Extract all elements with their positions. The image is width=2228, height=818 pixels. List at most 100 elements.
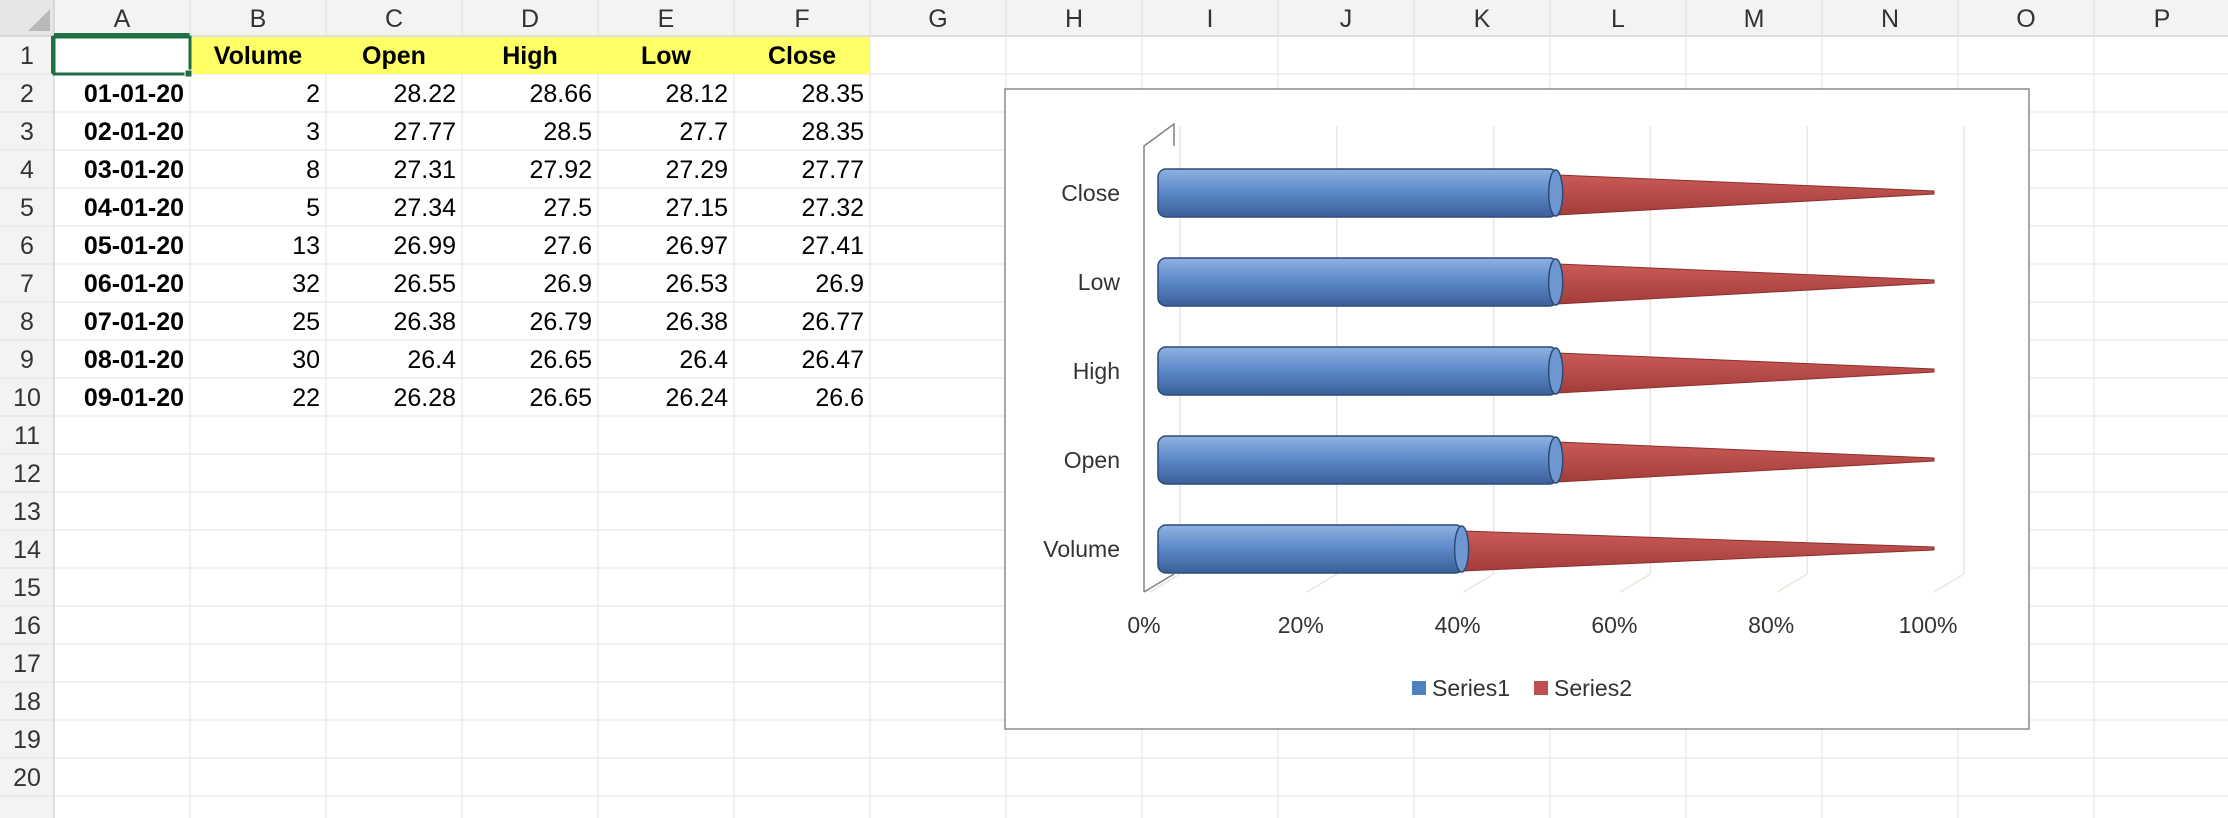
- number-cell[interactable]: 28.22: [393, 80, 456, 108]
- column-header-g[interactable]: G: [928, 5, 947, 33]
- bar-series1-open[interactable]: [1157, 435, 1559, 485]
- column-header-k[interactable]: K: [1474, 5, 1491, 33]
- column-header-p[interactable]: P: [2154, 5, 2171, 33]
- row-header-17[interactable]: 17: [13, 650, 41, 678]
- number-cell[interactable]: 26.65: [529, 346, 592, 374]
- date-cell[interactable]: 05-01-20: [84, 232, 184, 260]
- column-header-m[interactable]: M: [1744, 5, 1765, 33]
- header-cell-low[interactable]: Low: [641, 42, 692, 70]
- number-cell[interactable]: 27.77: [801, 156, 864, 184]
- row-header-3[interactable]: 3: [20, 118, 34, 146]
- column-header-j[interactable]: J: [1340, 5, 1353, 33]
- column-header-d[interactable]: D: [521, 5, 539, 33]
- row-header-2[interactable]: 2: [20, 80, 34, 108]
- row-header-13[interactable]: 13: [13, 498, 41, 526]
- column-header-f[interactable]: F: [794, 5, 809, 33]
- number-cell[interactable]: 26.4: [679, 346, 728, 374]
- row-header-5[interactable]: 5: [20, 194, 34, 222]
- date-cell[interactable]: 02-01-20: [84, 118, 184, 146]
- number-cell[interactable]: 27.31: [393, 156, 456, 184]
- number-cell[interactable]: 5: [306, 194, 320, 222]
- date-cell[interactable]: 06-01-20: [84, 270, 184, 298]
- number-cell[interactable]: 3: [306, 118, 320, 146]
- column-header-b[interactable]: B: [250, 5, 267, 33]
- number-cell[interactable]: 26.47: [801, 346, 864, 374]
- number-cell[interactable]: 26.9: [543, 270, 592, 298]
- number-cell[interactable]: 22: [292, 384, 320, 412]
- date-cell[interactable]: 04-01-20: [84, 194, 184, 222]
- active-cell-A1[interactable]: [52, 35, 192, 76]
- date-cell[interactable]: 03-01-20: [84, 156, 184, 184]
- number-cell[interactable]: 28.35: [801, 80, 864, 108]
- row-header-6[interactable]: 6: [20, 232, 34, 260]
- row-header-15[interactable]: 15: [13, 574, 41, 602]
- legend-label-series1[interactable]: Series1: [1432, 675, 1510, 701]
- column-header-a[interactable]: A: [114, 5, 131, 33]
- number-cell[interactable]: 26.38: [393, 308, 456, 336]
- number-cell[interactable]: 26.4: [407, 346, 456, 374]
- number-cell[interactable]: 27.29: [665, 156, 728, 184]
- row-header-12[interactable]: 12: [13, 460, 41, 488]
- row-header-20[interactable]: 20: [13, 764, 41, 792]
- legend-label-series2[interactable]: Series2: [1554, 675, 1632, 701]
- number-cell[interactable]: 2: [306, 80, 320, 108]
- row-header-19[interactable]: 19: [13, 726, 41, 754]
- number-cell[interactable]: 27.41: [801, 232, 864, 260]
- number-cell[interactable]: 26.28: [393, 384, 456, 412]
- row-header-8[interactable]: 8: [20, 308, 34, 336]
- column-header-i[interactable]: I: [1207, 5, 1214, 33]
- number-cell[interactable]: 26.55: [393, 270, 456, 298]
- number-cell[interactable]: 27.32: [801, 194, 864, 222]
- number-cell[interactable]: 26.79: [529, 308, 592, 336]
- number-cell[interactable]: 28.66: [529, 80, 592, 108]
- date-cell[interactable]: 09-01-20: [84, 384, 184, 412]
- number-cell[interactable]: 30: [292, 346, 320, 374]
- number-cell[interactable]: 27.6: [543, 232, 592, 260]
- row-header-16[interactable]: 16: [13, 612, 41, 640]
- row-header-14[interactable]: 14: [13, 536, 41, 564]
- column-headers[interactable]: A B C D E F G H I J K L M N O P: [114, 5, 2171, 33]
- number-cell[interactable]: 28.5: [543, 118, 592, 146]
- column-header-l[interactable]: L: [1611, 5, 1625, 33]
- bar-series1-high[interactable]: [1157, 346, 1559, 396]
- number-cell[interactable]: 26.97: [665, 232, 728, 260]
- chart-legend[interactable]: Series1 Series2: [1412, 675, 1632, 701]
- header-cell-high[interactable]: High: [502, 42, 558, 70]
- number-cell[interactable]: 13: [292, 232, 320, 260]
- row-header-9[interactable]: 9: [20, 346, 34, 374]
- header-cell-volume[interactable]: Volume: [214, 42, 303, 70]
- chart[interactable]: Volume Open High Low Close 0% 20% 40% 60% 80% 100…: [1004, 88, 2030, 730]
- number-cell[interactable]: 27.92: [529, 156, 592, 184]
- number-cell[interactable]: 26.24: [665, 384, 728, 412]
- column-header-n[interactable]: N: [1881, 5, 1899, 33]
- number-cell[interactable]: 32: [292, 270, 320, 298]
- fill-handle[interactable]: [184, 69, 193, 78]
- number-cell[interactable]: 27.7: [679, 118, 728, 146]
- number-cell[interactable]: 27.15: [665, 194, 728, 222]
- column-header-c[interactable]: C: [385, 5, 403, 33]
- number-cell[interactable]: 28.35: [801, 118, 864, 146]
- bar-series1-close[interactable]: [1157, 168, 1559, 218]
- number-cell[interactable]: 26.65: [529, 384, 592, 412]
- column-header-h[interactable]: H: [1065, 5, 1083, 33]
- bar-series1-low[interactable]: [1157, 257, 1559, 307]
- row-header-10[interactable]: 10: [13, 384, 41, 412]
- number-cell[interactable]: 26.77: [801, 308, 864, 336]
- column-header-e[interactable]: E: [658, 5, 675, 33]
- number-cell[interactable]: 26.53: [665, 270, 728, 298]
- bar-series1-volume[interactable]: [1157, 524, 1465, 574]
- number-cell[interactable]: 8: [306, 156, 320, 184]
- number-cell[interactable]: 27.77: [393, 118, 456, 146]
- number-cell[interactable]: 27.5: [543, 194, 592, 222]
- number-cell[interactable]: 26.99: [393, 232, 456, 260]
- number-cell[interactable]: 28.12: [665, 80, 728, 108]
- row-header-11[interactable]: 11: [14, 422, 40, 450]
- date-cell[interactable]: 08-01-20: [84, 346, 184, 374]
- row-header-7[interactable]: 7: [20, 270, 34, 298]
- number-cell[interactable]: 25: [292, 308, 320, 336]
- row-header-4[interactable]: 4: [20, 156, 34, 184]
- number-cell[interactable]: 26.6: [815, 384, 864, 412]
- number-cell[interactable]: 26.9: [815, 270, 864, 298]
- header-cell-open[interactable]: Open: [362, 42, 426, 70]
